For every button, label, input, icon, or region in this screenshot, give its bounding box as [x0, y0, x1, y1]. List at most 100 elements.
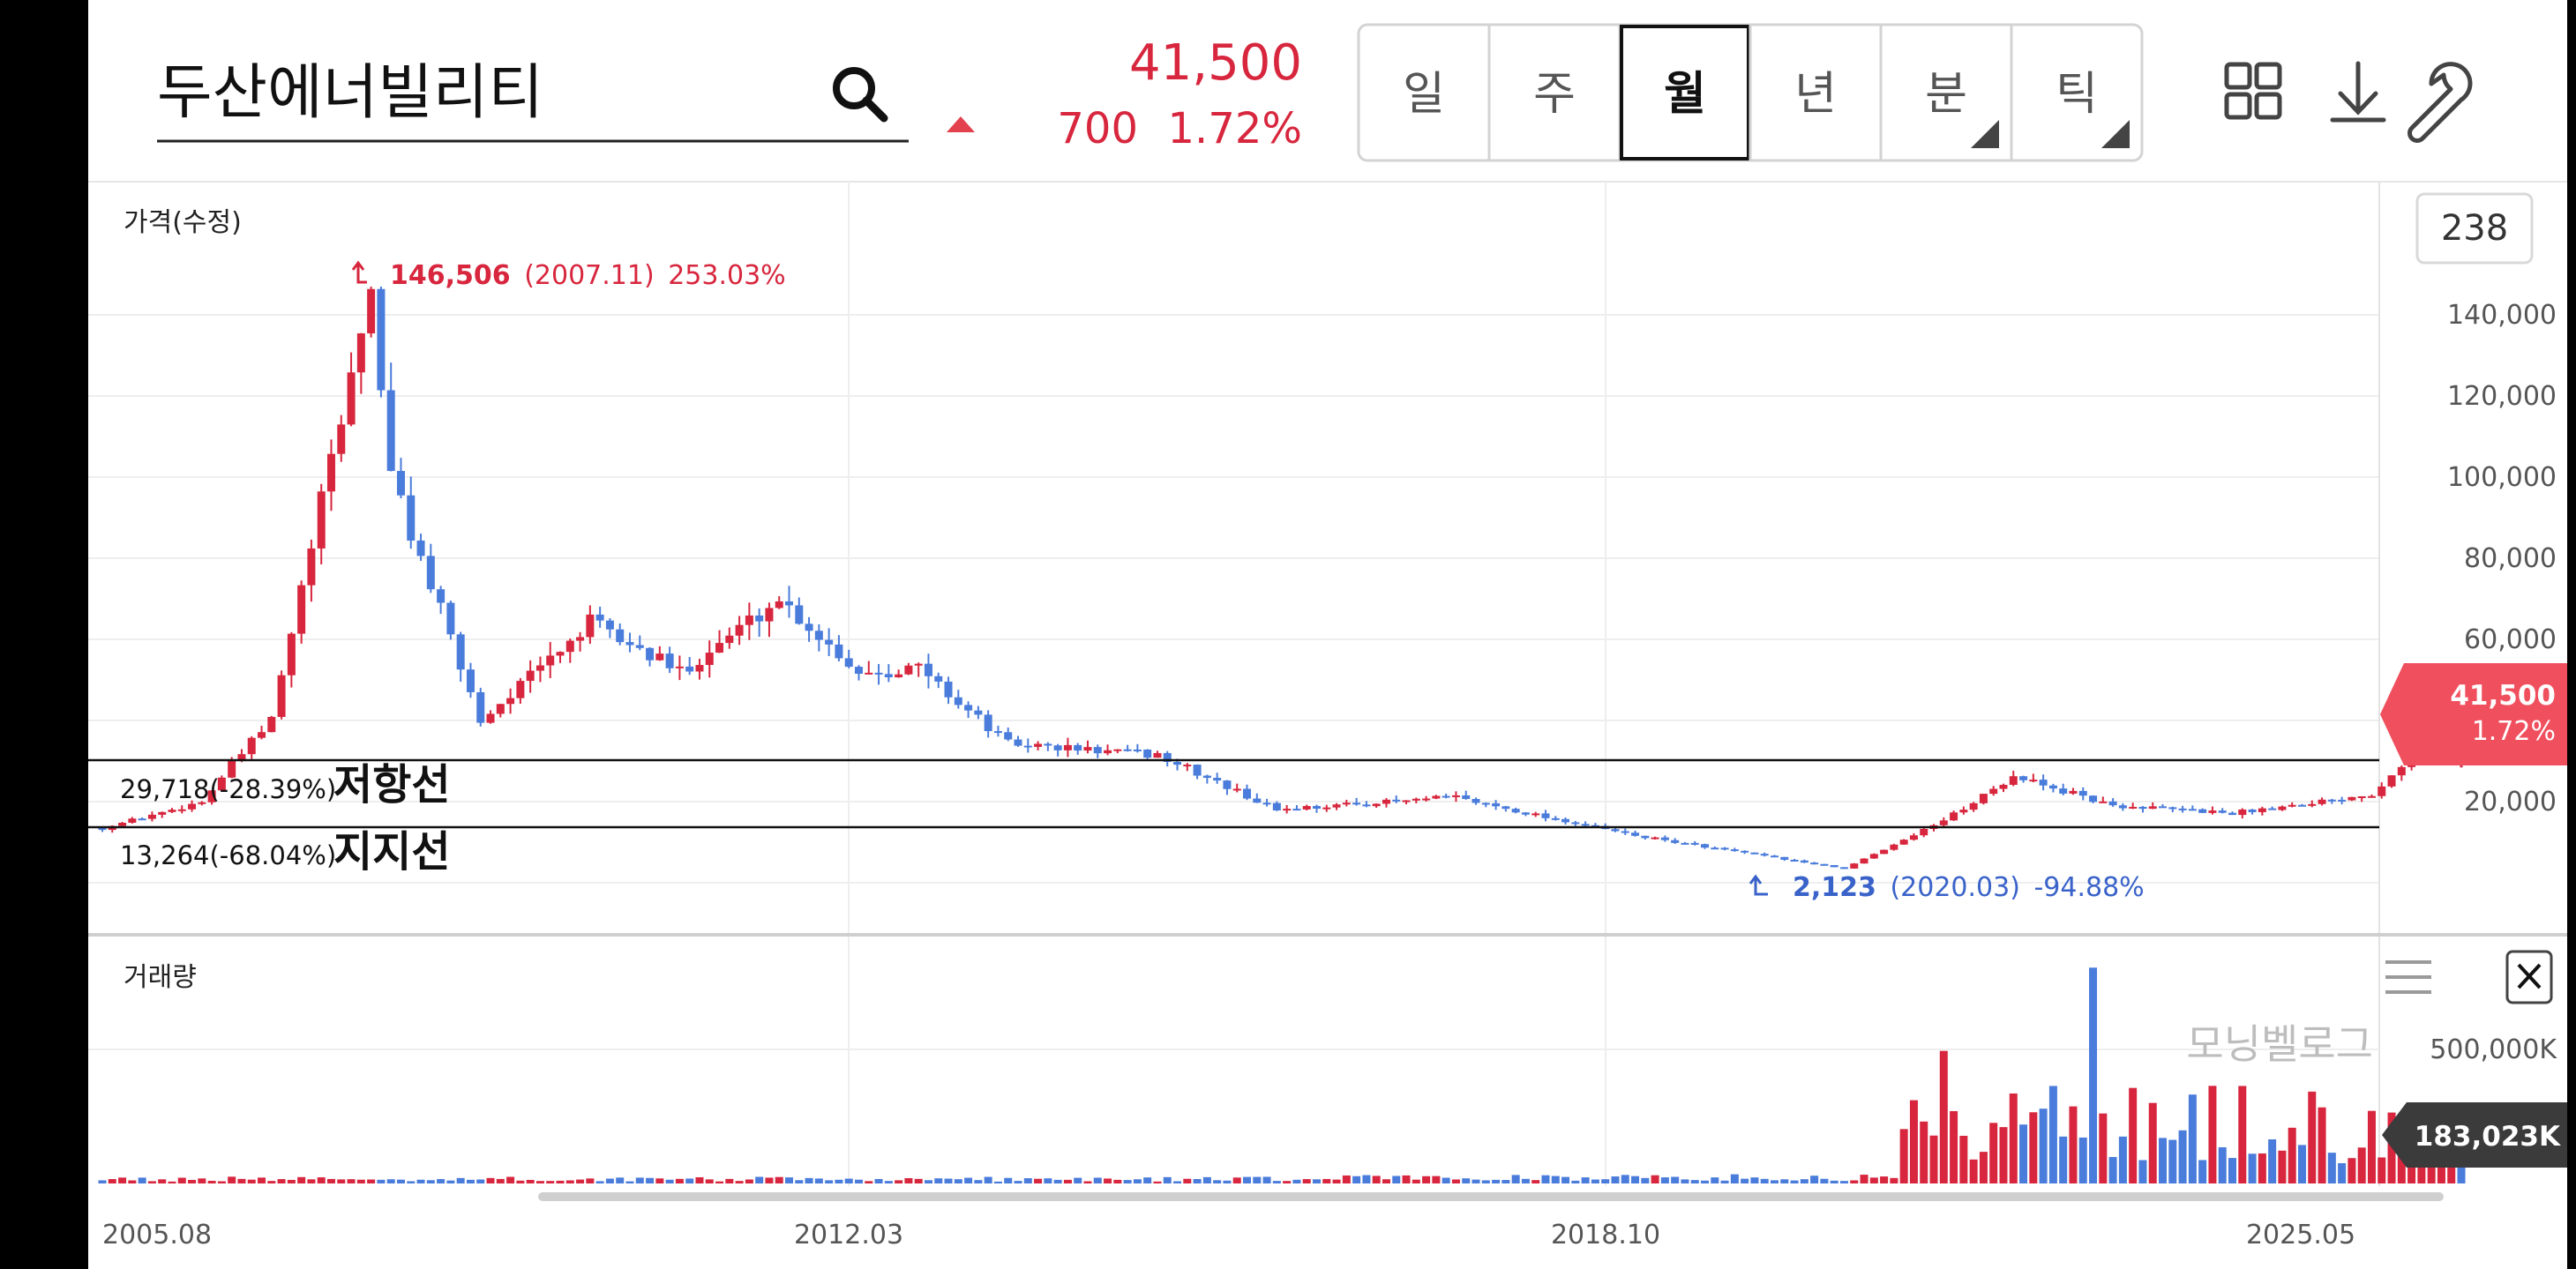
- volume-tick: 500,000K: [2430, 1034, 2557, 1065]
- candle: [1153, 750, 1162, 758]
- tab-period-3[interactable]: 년: [1749, 25, 1837, 160]
- price-tick: 140,000: [2447, 300, 2557, 331]
- candle: [1223, 780, 1232, 795]
- volume-bar: [1382, 1179, 1390, 1183]
- candle: [775, 596, 783, 609]
- candle: [984, 710, 992, 738]
- volume-bar: [2238, 1086, 2247, 1183]
- candle: [446, 601, 455, 640]
- volume-bar: [2308, 1091, 2317, 1183]
- low-annotation-text: 2,123 (2020.03) -94.88%: [1793, 872, 2145, 903]
- candle: [2159, 803, 2168, 809]
- candle: [207, 789, 216, 805]
- candle: [277, 670, 286, 720]
- candle: [168, 808, 176, 813]
- candle: [307, 539, 316, 602]
- candle: [1860, 858, 1868, 864]
- tab-period-5[interactable]: 틱: [2010, 25, 2130, 160]
- candle: [2198, 808, 2207, 813]
- count-badge[interactable]: [2415, 192, 2534, 265]
- search-icon[interactable]: [833, 67, 888, 123]
- candle: [1989, 786, 1998, 796]
- tab-period-2[interactable]: 월: [1618, 25, 1750, 160]
- stock-name[interactable]: 두산에너빌리티: [157, 58, 543, 128]
- volume-bar: [1690, 1180, 1699, 1183]
- candle: [1880, 849, 1889, 855]
- volume-bar: [2178, 1130, 2187, 1183]
- volume-bar: [586, 1178, 595, 1183]
- tab-period-4[interactable]: 분: [1879, 25, 1999, 160]
- wrench-icon[interactable]: [2408, 62, 2473, 143]
- submenu-corner-icon: [2101, 120, 2130, 148]
- candle: [1133, 743, 1142, 753]
- volume-bar: [1133, 1179, 1142, 1183]
- horizontal-scrollbar[interactable]: [538, 1192, 2444, 1201]
- volume-bar: [1232, 1177, 1241, 1183]
- candle: [287, 631, 296, 688]
- grid-layout-icon[interactable]: [2224, 62, 2282, 120]
- candle: [2089, 795, 2098, 803]
- candle: [1044, 742, 1052, 751]
- candle: [466, 662, 475, 698]
- tab-period-0[interactable]: 일: [1403, 68, 1445, 121]
- candle: [1651, 836, 1659, 840]
- candle: [675, 655, 684, 681]
- volume-bar: [2099, 1113, 2108, 1183]
- candle: [1780, 856, 1789, 862]
- candle: [1362, 801, 1371, 808]
- candle: [1681, 841, 1689, 845]
- close-icon[interactable]: [2505, 950, 2553, 1004]
- price-panel[interactable]: 가격(수정) 146,506 (2007.11) 253.03% 2,123 (…: [88, 181, 2567, 1186]
- volume-bar: [307, 1179, 316, 1183]
- volume-bar: [1969, 1159, 1978, 1183]
- volume-bar: [2268, 1138, 2277, 1183]
- volume-bar: [476, 1179, 485, 1183]
- volume-bar: [1869, 1177, 1878, 1183]
- candle: [1342, 799, 1351, 807]
- price-tick: 100,000: [2447, 462, 2557, 493]
- volume-bar: [895, 1180, 903, 1183]
- volume-bar: [1830, 1180, 1838, 1183]
- candle: [2387, 775, 2396, 788]
- candle: [1790, 858, 1799, 862]
- candle: [1621, 828, 1629, 835]
- volume-bar: [2198, 1160, 2207, 1183]
- candle: [2078, 787, 2087, 801]
- candle: [2039, 774, 2048, 791]
- volume-bar: [1671, 1176, 1680, 1183]
- candle: [1352, 797, 1361, 806]
- candle: [2138, 806, 2147, 813]
- candle: [416, 534, 425, 562]
- volume-bar: [1492, 1179, 1501, 1183]
- volume-bar: [287, 1179, 296, 1183]
- tab-period-1[interactable]: 주: [1487, 25, 1576, 160]
- volume-bar: [1053, 1179, 1062, 1183]
- candle: [297, 580, 306, 644]
- volume-bar: [1660, 1177, 1669, 1183]
- volume-bar: [456, 1177, 465, 1183]
- volume-bar: [1920, 1121, 1928, 1183]
- candle: [317, 483, 326, 565]
- volume-bar: [2387, 1112, 2396, 1183]
- volume-bar: [1023, 1178, 1032, 1183]
- volume-bar: [2318, 1107, 2326, 1183]
- candle: [1501, 805, 1510, 812]
- tab-label: 주: [1533, 68, 1576, 121]
- download-icon[interactable]: [2330, 61, 2386, 123]
- volume-panel[interactable]: 거래량 모닝벨로그 500,000K 183,023K: [88, 933, 2567, 1183]
- volume-bar: [1780, 1179, 1789, 1183]
- volume-bar: [675, 1178, 684, 1183]
- x-tick: 2018.10: [1551, 1220, 1660, 1250]
- volume-bar: [1173, 1181, 1182, 1183]
- candle: [2009, 771, 2018, 787]
- volume-bar: [825, 1180, 834, 1183]
- volume-bar: [377, 1179, 386, 1183]
- volume-bar: [974, 1180, 983, 1183]
- volume-bar: [1034, 1178, 1043, 1183]
- indicator-menu-icon[interactable]: [2385, 960, 2431, 994]
- candle: [1690, 840, 1699, 846]
- volume-bar: [1322, 1178, 1331, 1183]
- candle: [2178, 805, 2187, 813]
- candle: [954, 690, 962, 709]
- candle: [1890, 843, 1898, 851]
